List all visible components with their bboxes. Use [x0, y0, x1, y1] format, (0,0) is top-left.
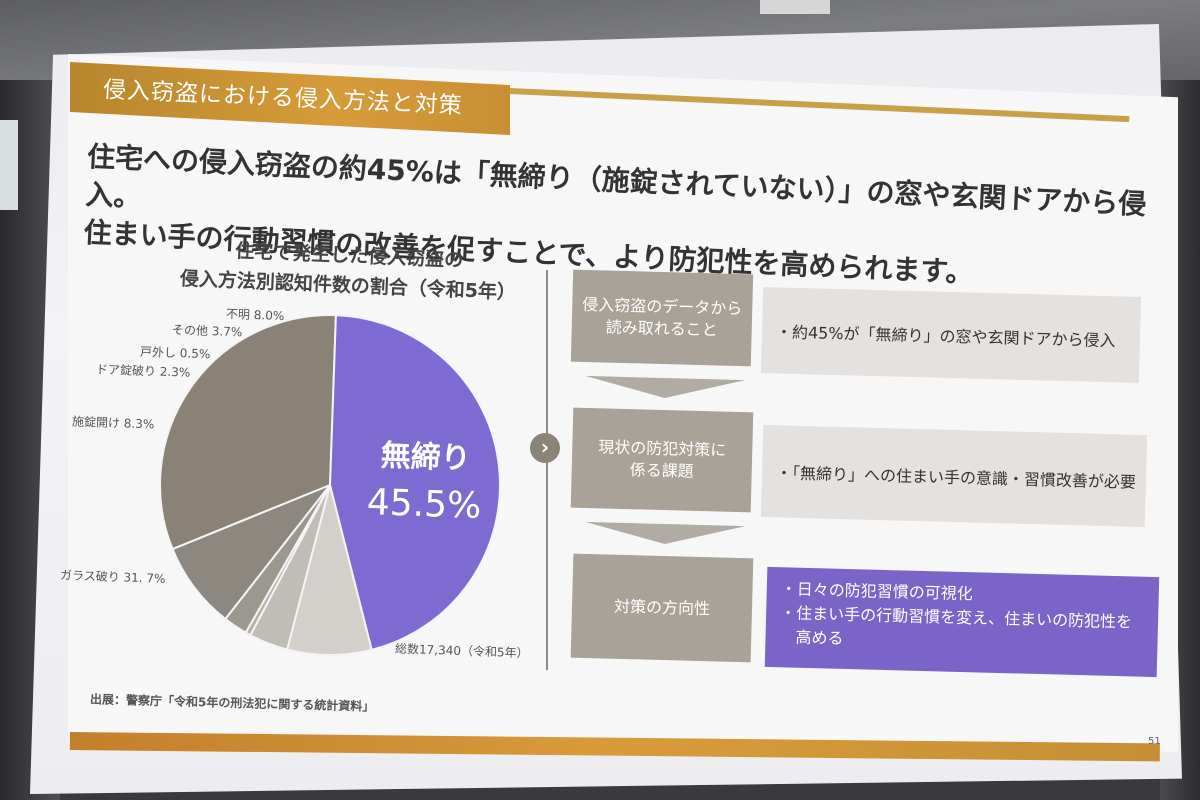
- row1-right: ・約45%が「無締り」の窓や玄関ドアから侵入: [760, 287, 1142, 383]
- chevron-right-icon: ›: [530, 433, 560, 463]
- highlight-value: 45.5%: [366, 482, 482, 527]
- row3-right: ・日々の防犯習慣の可視化 ・住まい手の行動習慣を変え、住まいの防犯性を 高める: [764, 566, 1160, 678]
- slice-label-glass-break: ガラス破り 31. 7%: [59, 568, 166, 586]
- pie-slice-unlocked: [328, 314, 501, 652]
- row3-left: 対策の方向性: [570, 553, 754, 663]
- slice-label-door-lock-break: ドア錠破り 2.3%: [95, 362, 191, 380]
- row2-left: 現状の防犯対策に 係る課題: [570, 407, 754, 513]
- slice-label-door-removal: 戸外し 0.5%: [139, 344, 211, 362]
- row1-left: 侵入窃盗のデータから 読み取れること: [570, 269, 754, 367]
- action-item-2: ・住まい手の行動習慣を変え、住まいの防犯性を 高める: [779, 603, 1133, 648]
- window: [0, 120, 18, 210]
- pie-chart: [144, 299, 516, 671]
- slice-label-other: その他 3.7%: [171, 322, 243, 340]
- pie-chart-svg: [159, 314, 501, 656]
- chevron-down-icon: [584, 375, 746, 401]
- ceiling-light: [760, 0, 830, 14]
- slice-label-unknown: 不明 8.0%: [225, 306, 285, 324]
- page-number: 51: [1148, 736, 1161, 747]
- pie-slice-glass-break: [159, 314, 337, 551]
- highlight-name: 無締り: [380, 438, 472, 477]
- divider: [546, 270, 548, 670]
- row2-right: ・「無締り」への住まい手の意識・習慣改善が必要: [760, 424, 1148, 528]
- pie-slice-lock-picking: [171, 482, 334, 621]
- chevron-down-icon: [584, 521, 746, 547]
- slice-label-lock-picking: 施錠開け 8.3%: [71, 414, 155, 432]
- pie-highlight-label: 無締り 45.5%: [358, 430, 491, 527]
